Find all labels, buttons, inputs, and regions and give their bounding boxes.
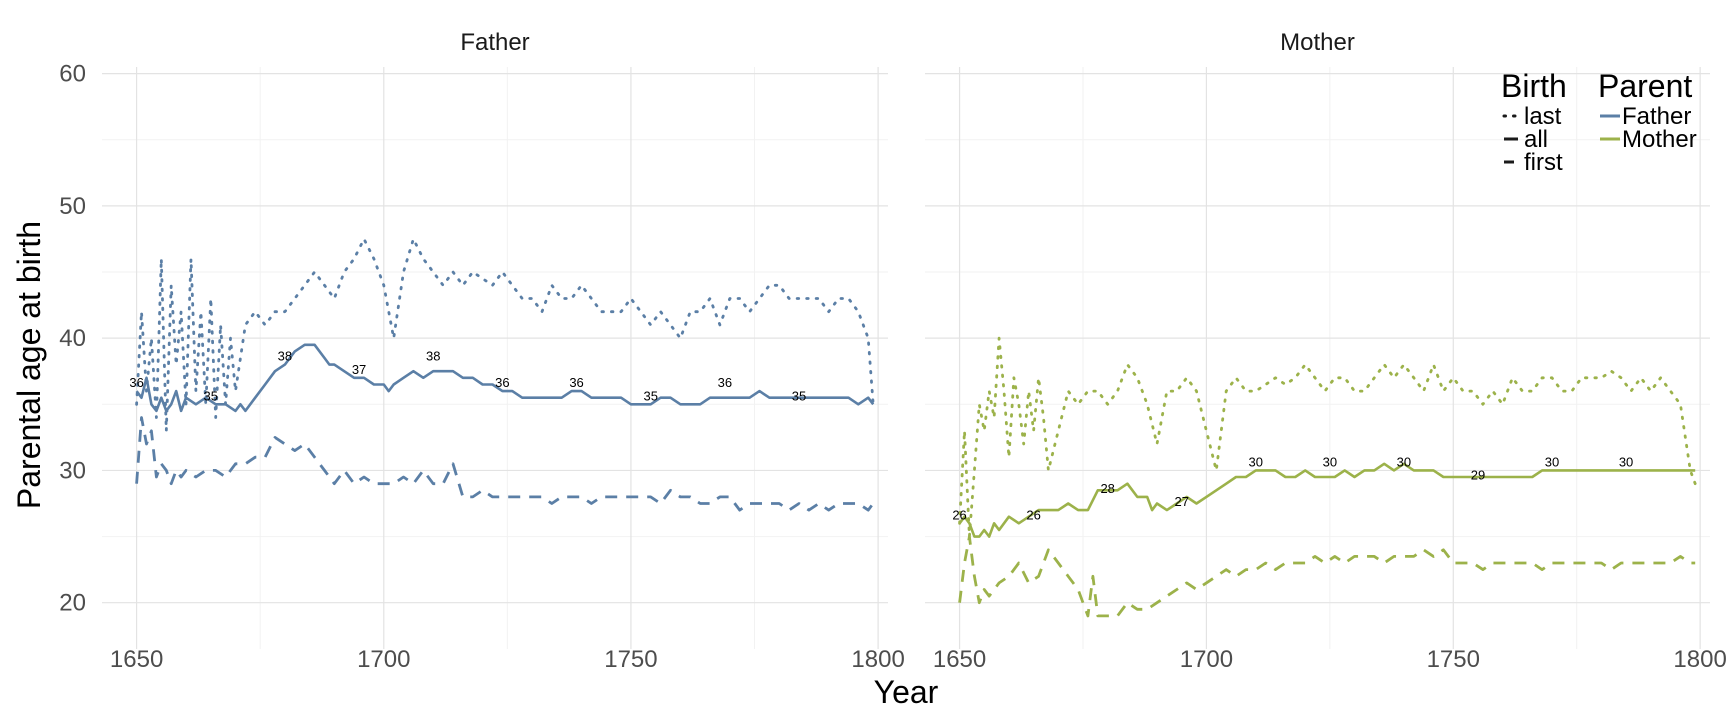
data-label: 38 (426, 349, 440, 364)
data-label: 27 (1174, 494, 1188, 509)
data-label: 30 (1545, 454, 1559, 469)
series-line-mother-first (958, 535, 1696, 618)
data-label: 35 (792, 388, 806, 403)
data-label: 36 (718, 375, 732, 390)
legend-birth-item-first: first (1504, 149, 1563, 176)
data-label: 30 (1323, 454, 1337, 469)
legend-label-mother: Mother (1622, 126, 1697, 153)
data-label: 38 (278, 349, 292, 364)
y-axis-title: Parental age at birth (11, 221, 47, 509)
facet-title-father: Father (460, 29, 529, 56)
legend-birth-title: Birth (1501, 68, 1567, 104)
legend-label-first: first (1524, 149, 1563, 176)
y-tick-label: 20 (59, 590, 86, 617)
legend-label-father: Father (1622, 103, 1691, 130)
series-line-mother-all (958, 462, 1696, 538)
legend-parent-title: Parent (1598, 68, 1692, 104)
data-label: 37 (352, 362, 366, 377)
legend-label-all: all (1524, 126, 1548, 153)
series-line-father-last (135, 237, 875, 433)
y-tick-label: 60 (59, 61, 86, 88)
y-tick-label: 30 (59, 457, 86, 484)
legend-birth-item-all: all (1504, 126, 1548, 153)
data-label: 36 (129, 375, 143, 390)
legend: Birth last all first Parent Father Mothe… (1501, 68, 1697, 176)
x-tick-label: 1650 (933, 646, 986, 673)
x-tick-label: 1700 (1180, 646, 1233, 673)
legend-parent-item-mother: Mother (1600, 126, 1697, 153)
y-tick-label: 50 (59, 193, 86, 220)
data-label: 35 (643, 388, 657, 403)
series-line-mother-last (958, 336, 1697, 538)
data-label: 29 (1471, 468, 1485, 483)
x-tick-label: 1800 (1673, 646, 1726, 673)
x-tick-label: 1700 (357, 646, 410, 673)
data-label: 26 (952, 507, 966, 522)
data-label: 30 (1397, 454, 1411, 469)
x-tick-label: 1750 (604, 646, 657, 673)
legend-parent-item-father: Father (1600, 103, 1691, 130)
data-label: 26 (1026, 507, 1040, 522)
series-line-father-first (135, 416, 875, 512)
panel-mother: Mother 1650 1700 1750 1800 26 26 28 27 30 30 30 29 30… (925, 29, 1727, 673)
x-tick-label: 1750 (1427, 646, 1480, 673)
legend-birth-item-last: last (1502, 103, 1562, 130)
data-label: 35 (204, 388, 218, 403)
data-label: 36 (569, 375, 583, 390)
legend-label-last: last (1524, 103, 1562, 130)
data-label: 28 (1100, 481, 1114, 496)
x-tick-label: 1800 (851, 646, 904, 673)
series-line-father-all (135, 343, 875, 413)
panel-father: Father 1650 1700 1750 1800 20 30 40 50 60 36 35 38 37… (59, 29, 905, 673)
x-tick-label: 1650 (110, 646, 163, 673)
data-label: 30 (1619, 454, 1633, 469)
x-axis-title: Year (874, 674, 939, 710)
y-tick-label: 40 (59, 325, 86, 352)
facet-title-mother: Mother (1280, 29, 1355, 56)
data-label: 36 (495, 375, 509, 390)
data-label: 30 (1249, 454, 1263, 469)
